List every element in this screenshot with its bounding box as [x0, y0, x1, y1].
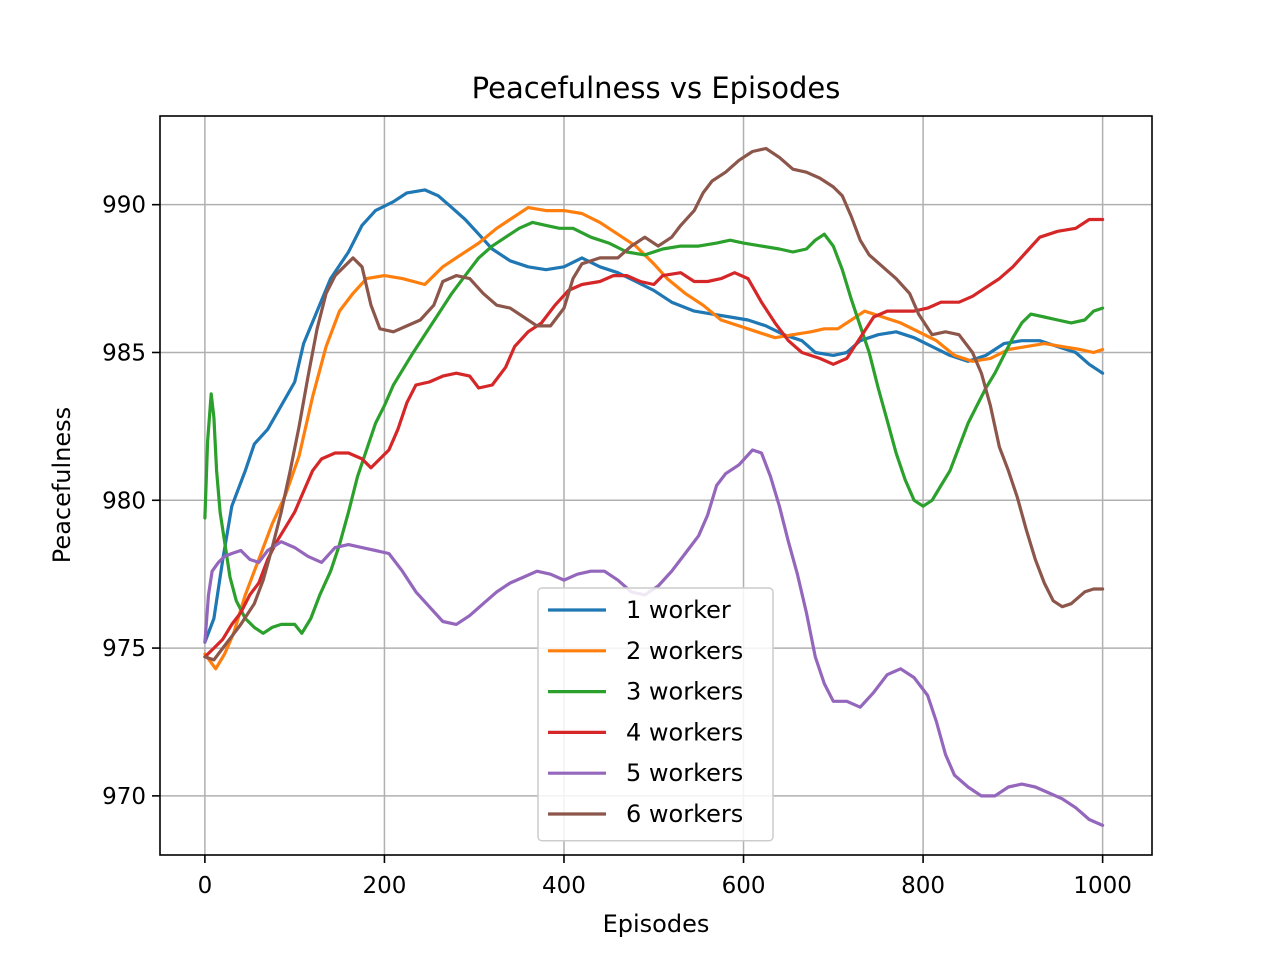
series-line-1: [203, 188, 1105, 644]
y-tick-label: 985: [102, 340, 146, 366]
grid: [160, 116, 1152, 855]
y-tick-label: 975: [102, 636, 146, 662]
y-axis: 970 975 980 985 990: [102, 193, 160, 810]
series-line-6: [203, 146, 1105, 662]
x-tick-label: 200: [362, 873, 406, 899]
y-tick-label: 990: [102, 193, 146, 219]
legend-label: 1 worker: [626, 596, 731, 624]
legend-label: 6 workers: [626, 800, 743, 828]
legend-label: 3 workers: [626, 678, 743, 706]
series-line-2: [203, 206, 1105, 671]
legend-label: 2 workers: [626, 637, 743, 665]
x-tick-label: 1000: [1073, 873, 1132, 899]
series-line-4: [203, 217, 1105, 659]
legend-label: 4 workers: [626, 718, 743, 746]
x-axis: 0 200 400 600 800 1000: [198, 855, 1132, 899]
x-axis-label: Episodes: [603, 910, 710, 938]
legend: 1 worker 2 workers 3 workers 4 workers 5 wor…: [537, 587, 774, 842]
y-tick-label: 980: [102, 488, 146, 514]
x-tick-label: 600: [722, 873, 766, 899]
series-line-5: [203, 448, 1105, 827]
legend-label: 5 workers: [626, 759, 743, 787]
series-group: [203, 146, 1105, 827]
y-axis-label: Peacefulness: [48, 407, 76, 563]
y-tick-label: 970: [102, 784, 146, 810]
x-tick-label: 400: [542, 873, 586, 899]
chart-title: Peacefulness vs Episodes: [472, 71, 841, 105]
x-tick-label: 0: [198, 873, 213, 899]
plot-frame: [159, 115, 1153, 856]
x-tick-label: 800: [901, 873, 945, 899]
